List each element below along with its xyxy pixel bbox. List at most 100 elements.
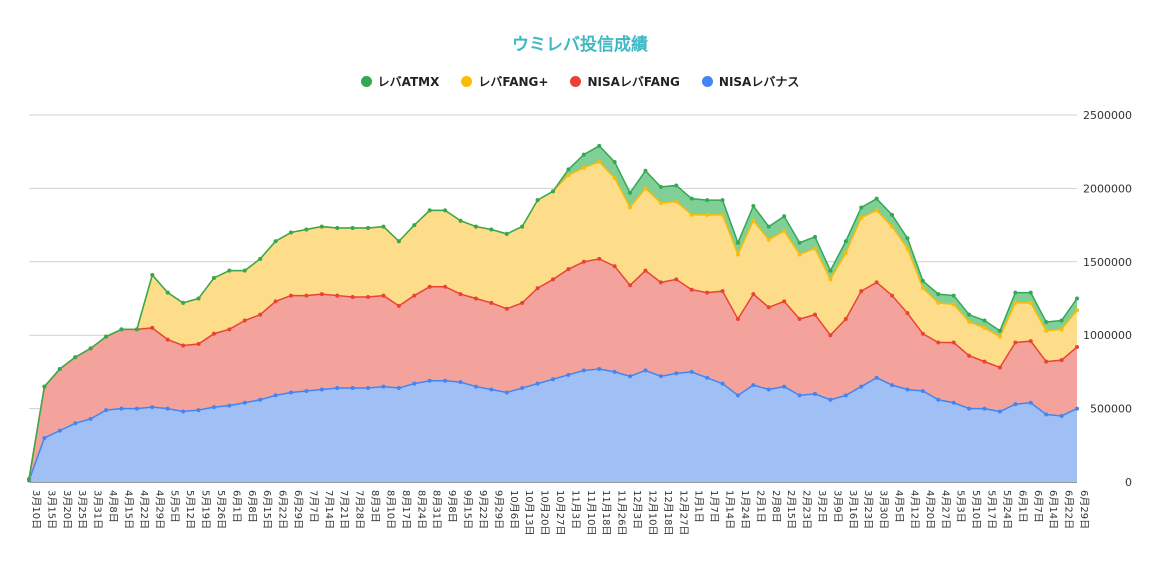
data-point	[242, 400, 247, 405]
y-tick-label: 0	[1125, 476, 1132, 489]
x-tick-label: 3月23日	[862, 490, 874, 529]
data-point	[643, 268, 648, 273]
data-point	[751, 383, 756, 388]
data-point	[705, 212, 710, 217]
data-point	[967, 312, 972, 317]
data-point	[1013, 290, 1018, 295]
data-point	[997, 328, 1002, 333]
area-0	[29, 368, 1077, 482]
data-point	[427, 208, 432, 213]
data-point	[396, 386, 401, 391]
data-point	[412, 381, 417, 386]
data-point	[73, 421, 78, 426]
data-point	[350, 386, 355, 391]
x-tick-label: 8月17日	[400, 490, 412, 529]
x-tick-label: 12月3日	[631, 490, 643, 529]
x-tick-label: 11月3日	[569, 490, 581, 529]
x-tick-label: 5月19日	[200, 490, 212, 529]
x-tick-label: 5月5日	[169, 490, 181, 523]
data-point	[951, 293, 956, 298]
x-tick-label: 3月31日	[92, 490, 104, 529]
y-tick-label: 1500000	[1083, 256, 1132, 269]
x-tick-label: 5月12日	[184, 490, 196, 529]
data-point	[782, 214, 787, 219]
data-point	[859, 289, 864, 294]
data-point	[751, 204, 756, 209]
data-point	[674, 277, 679, 282]
x-tick-label: 7月7日	[307, 490, 319, 523]
area-2	[29, 161, 1077, 480]
x-tick-label: 3月10日	[30, 490, 42, 529]
data-point	[597, 256, 602, 261]
legend: レバATMX レバFANG+ NISAレバFANG NISAレバナス	[0, 73, 1160, 90]
data-point	[643, 186, 648, 191]
data-point	[551, 277, 555, 282]
data-point	[920, 278, 925, 283]
data-point	[1013, 402, 1018, 407]
data-point	[227, 268, 232, 273]
x-tick-label: 6月1日	[230, 490, 242, 523]
x-tick-label: 4月5日	[893, 490, 905, 523]
x-tick-label: 10月20日	[539, 490, 551, 535]
data-point	[134, 406, 139, 411]
data-point	[658, 184, 663, 189]
y-tick-label: 500000	[1090, 403, 1132, 416]
x-tick-label: 1月14日	[724, 490, 736, 529]
data-point	[258, 397, 263, 402]
data-point	[997, 334, 1002, 339]
x-tick-label: 8月10日	[384, 490, 396, 529]
x-tick-label: 9月15日	[462, 490, 474, 529]
data-point	[674, 183, 679, 188]
x-tick-label: 6月22日	[277, 490, 289, 529]
data-point	[581, 165, 586, 170]
data-point	[1059, 318, 1064, 323]
x-tick-label: 11月18日	[600, 490, 612, 535]
data-point	[720, 198, 725, 203]
data-point	[982, 325, 987, 330]
data-point	[705, 290, 710, 295]
data-point	[104, 408, 109, 413]
data-point	[890, 224, 895, 229]
x-tick-label: 5月10日	[970, 490, 982, 529]
data-point	[551, 377, 555, 382]
data-point	[227, 403, 232, 408]
data-point	[797, 393, 802, 398]
data-point	[535, 286, 540, 291]
data-point	[150, 405, 155, 410]
data-point	[273, 239, 278, 244]
data-point	[782, 384, 787, 389]
x-tick-label: 8月24日	[415, 490, 427, 529]
data-point	[797, 317, 802, 322]
data-point	[289, 230, 293, 235]
data-point	[504, 390, 509, 395]
x-tick-label: 9月8日	[446, 490, 458, 523]
x-tick-label: 2月1日	[754, 490, 766, 523]
data-point	[843, 393, 848, 398]
data-point	[396, 239, 401, 244]
x-tick-label: 4月12日	[908, 490, 920, 529]
data-point	[319, 387, 324, 392]
data-point	[766, 305, 771, 310]
x-tick-label: 10月6日	[508, 490, 520, 529]
data-point	[1028, 300, 1033, 305]
data-point	[1059, 413, 1064, 418]
data-point	[982, 318, 987, 323]
data-point	[566, 173, 571, 178]
data-point	[658, 374, 663, 379]
data-point	[1028, 290, 1033, 295]
data-point	[88, 416, 93, 421]
x-tick-label: 8月3日	[369, 490, 381, 523]
data-point	[1059, 327, 1064, 332]
x-tick-label: 6月8日	[246, 490, 258, 523]
data-point	[628, 374, 633, 379]
legend-label: NISAレバFANG	[587, 75, 680, 89]
x-tick-label: 4月20日	[924, 490, 936, 529]
data-point	[273, 299, 278, 304]
legend-marker	[360, 76, 372, 87]
x-tick-label: 8月31日	[431, 490, 443, 529]
data-point	[859, 205, 864, 210]
y-tick-label: 2000000	[1083, 182, 1132, 195]
data-point	[936, 397, 941, 402]
x-tick-label: 4月15日	[122, 490, 134, 529]
data-point	[535, 381, 540, 386]
